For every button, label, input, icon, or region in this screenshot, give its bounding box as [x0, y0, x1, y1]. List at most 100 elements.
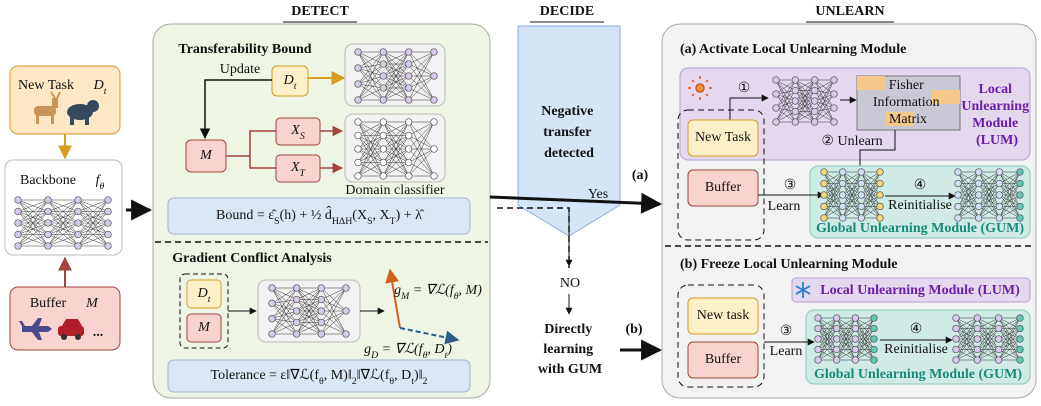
neuron [815, 336, 822, 343]
neuron [811, 87, 818, 94]
neuron [45, 231, 52, 238]
label: Learn [770, 344, 803, 359]
neuron [995, 346, 1002, 353]
neuron [1017, 325, 1024, 332]
neuron [955, 180, 962, 187]
symbol: M [197, 320, 211, 335]
neuron [773, 119, 780, 126]
neuron [975, 169, 982, 176]
neuron [852, 315, 859, 322]
neuron [318, 285, 325, 292]
neuron [792, 108, 799, 115]
neuron [405, 132, 412, 139]
neuron [996, 215, 1003, 222]
neuron [355, 65, 362, 72]
neuron [833, 357, 840, 364]
neuron [380, 73, 387, 80]
neuron [405, 119, 412, 126]
formula-part: D [93, 78, 104, 93]
neuron [75, 231, 82, 238]
neuron [355, 49, 362, 56]
neuron [877, 192, 884, 199]
neuron [380, 119, 387, 126]
section-title: Gradient Conflict Analysis [172, 251, 332, 266]
neuron [343, 308, 350, 315]
neuron [833, 315, 840, 322]
section-title: (a) Activate Local Unlearning Module [680, 42, 906, 57]
neuron [773, 91, 780, 98]
label: ② Unlearn [821, 134, 882, 149]
neuron [1017, 346, 1024, 353]
neuron [815, 325, 822, 332]
figure: DETECT DECIDE UNLEARN New Task Dt Backbo… [0, 0, 1041, 406]
neuron [431, 119, 438, 126]
neuron [953, 346, 960, 353]
neuron [1017, 192, 1024, 199]
neuron [815, 357, 822, 364]
neuron [355, 173, 362, 180]
neuron [852, 357, 859, 364]
formula-part: (h) + ½ d̂ [280, 206, 332, 223]
deco [857, 76, 885, 90]
new-task-box [10, 66, 120, 134]
label: Update [220, 62, 260, 77]
neuron [877, 169, 884, 176]
neuron [1017, 215, 1024, 222]
neuron [975, 192, 982, 199]
neuron [405, 85, 412, 92]
neuron [380, 173, 387, 180]
neuron [953, 325, 960, 332]
neuron [45, 208, 52, 215]
neuron [355, 97, 362, 104]
neuron [974, 325, 981, 332]
formula-part: = ∇ℒ(f [409, 283, 456, 298]
neuron [355, 132, 362, 139]
neuron [811, 119, 818, 126]
subscript: S [300, 131, 305, 142]
lum-label: Local Unlearning Module (LUM) [820, 283, 1020, 298]
formula-part: , M) [459, 283, 483, 298]
neuron [431, 173, 438, 180]
label: Learn [768, 199, 801, 214]
neuron [852, 336, 859, 343]
label: Buffer [705, 352, 742, 367]
neuron [293, 308, 300, 315]
label: Buffer [705, 180, 742, 195]
neuron [45, 220, 52, 227]
neuron [45, 243, 52, 250]
neuron [852, 325, 859, 332]
neuron [380, 132, 387, 139]
neuron [974, 315, 981, 322]
neuron [105, 208, 112, 215]
header: UNLEARN [815, 4, 884, 19]
label: Buffer [30, 296, 67, 311]
neuron [15, 208, 22, 215]
neuron [75, 208, 82, 215]
neuron [405, 49, 412, 56]
neuron [811, 108, 818, 115]
neuron [405, 159, 412, 166]
subscript: t [208, 294, 211, 305]
neuron [380, 146, 387, 153]
neuron [831, 77, 838, 84]
formula-part: Bound = ε̂ [216, 208, 277, 223]
neuron [792, 87, 799, 94]
section-title: (b) Freeze Local Unlearning Module [680, 257, 898, 272]
neuron [839, 215, 846, 222]
subscript: D [370, 350, 378, 361]
subscript: t [104, 86, 107, 97]
neuron [815, 315, 822, 322]
formula-part: g [364, 342, 371, 357]
neuron [858, 203, 865, 210]
neuron [343, 285, 350, 292]
neuron [858, 192, 865, 199]
neuron [975, 215, 982, 222]
formula-part: = ∇ℒ(f [378, 342, 425, 357]
neuron [871, 315, 878, 322]
neuron [318, 331, 325, 338]
neuron [355, 81, 362, 88]
line: Unlearning [961, 99, 1029, 114]
subscript: HΔH [332, 216, 352, 227]
symbol: M [199, 148, 213, 163]
neuron [877, 203, 884, 210]
